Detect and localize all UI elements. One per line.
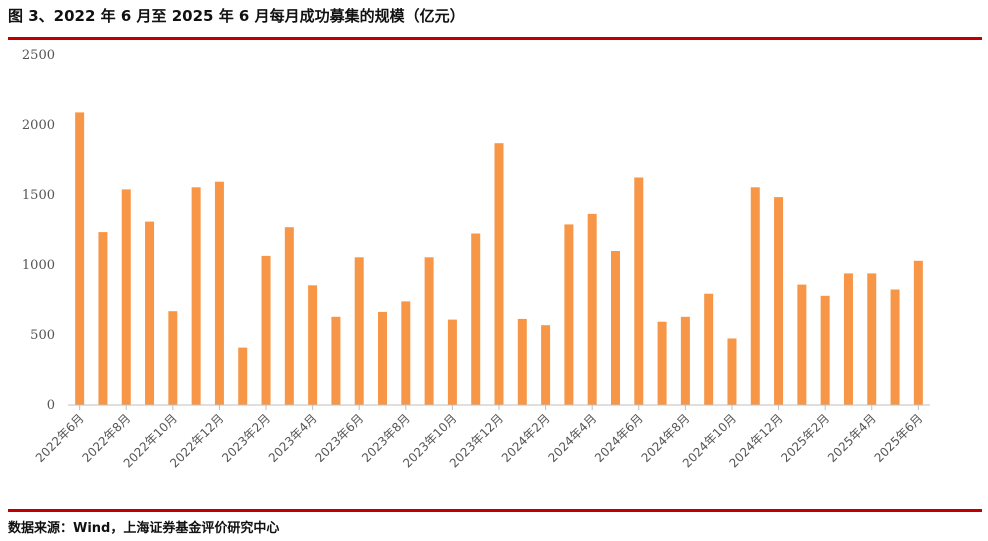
- x-tick-label: 2022年6月: [33, 411, 87, 465]
- x-tick-label: 2025年6月: [872, 411, 926, 465]
- bar: [610, 251, 620, 405]
- x-tick-label: 2025年4月: [825, 411, 879, 465]
- bar: [517, 318, 527, 405]
- bars-group: [75, 112, 923, 406]
- bar: [727, 338, 737, 405]
- x-tick-label: 2023年2月: [219, 411, 273, 465]
- bar: [680, 316, 690, 405]
- bar: [191, 187, 201, 405]
- bar: [587, 213, 597, 405]
- y-tick-label: 2000: [22, 118, 55, 133]
- bar: [214, 181, 224, 405]
- x-tick-label: 2024年2月: [499, 411, 553, 465]
- bar: [238, 347, 248, 405]
- bar: [797, 284, 807, 405]
- y-axis: 0 500 1000 1500 2000 2500: [22, 48, 55, 413]
- y-tick-label: 1000: [22, 258, 55, 273]
- bar: [541, 325, 551, 405]
- x-tick-label: 2024年6月: [592, 411, 646, 465]
- bar: [774, 197, 784, 405]
- bar: [121, 189, 131, 405]
- bar: [564, 224, 574, 405]
- bar: [913, 260, 923, 405]
- bar: [494, 143, 504, 405]
- bar: [378, 311, 388, 405]
- y-tick-label: 1500: [22, 188, 55, 203]
- bar: [447, 319, 457, 405]
- bar: [308, 285, 318, 405]
- x-tick-label: 2023年6月: [312, 411, 366, 465]
- x-tick-label: 2023年4月: [266, 411, 320, 465]
- bar: [471, 233, 481, 405]
- bar: [704, 293, 714, 405]
- x-axis: 2022年6月2022年8月2022年10月2022年12月2023年2月202…: [33, 405, 926, 470]
- y-tick-label: 500: [30, 328, 55, 343]
- bar: [145, 221, 155, 405]
- y-tick-label: 2500: [22, 48, 55, 63]
- source-note: 数据来源：Wind，上海证券基金评价研究中心: [8, 521, 280, 536]
- bar: [424, 257, 434, 405]
- bar: [750, 187, 760, 405]
- bar: [261, 255, 271, 405]
- bar: [75, 112, 85, 406]
- bar: [890, 289, 900, 405]
- bar: [820, 295, 830, 405]
- bar: [168, 311, 178, 405]
- bar: [843, 273, 853, 405]
- bottom-divider: [8, 509, 982, 512]
- bar: [657, 321, 667, 405]
- bar: [354, 257, 364, 405]
- bar: [401, 301, 411, 405]
- bar: [98, 232, 108, 405]
- bar: [867, 273, 877, 405]
- top-divider: [8, 37, 982, 40]
- y-tick-label: 0: [47, 398, 55, 413]
- bar: [331, 316, 341, 405]
- x-tick-label: 2024年4月: [545, 411, 599, 465]
- x-tick-label: 2025年2月: [778, 411, 832, 465]
- chart-title: 图 3、2022 年 6 月至 2025 年 6 月每月成功募集的规模（亿元）: [8, 7, 465, 25]
- bar: [634, 177, 644, 405]
- bar: [284, 227, 294, 405]
